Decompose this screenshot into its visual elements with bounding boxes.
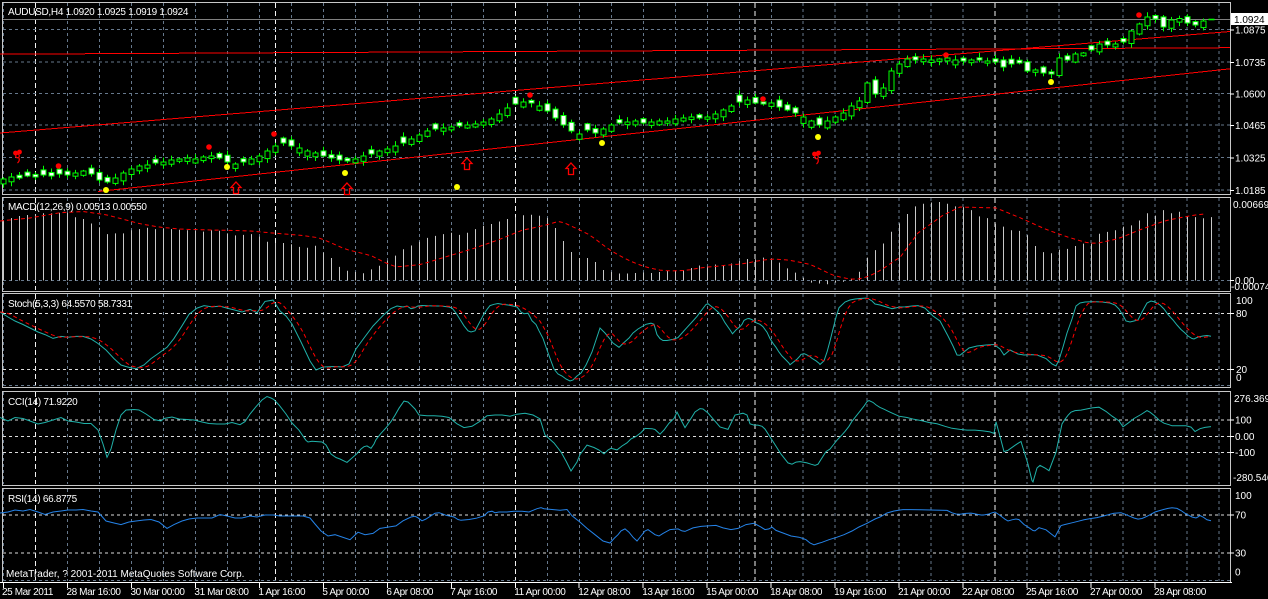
svg-text:1 Apr 16:00: 1 Apr 16:00 [258,587,306,598]
svg-text:100: 100 [1235,416,1252,427]
svg-text:1.0185: 1.0185 [1235,186,1266,197]
svg-text:30 Mar 00:00: 30 Mar 00:00 [130,587,185,598]
svg-text:70: 70 [1235,511,1247,522]
svg-text:1.0600: 1.0600 [1235,90,1266,101]
svg-text:MACD(12,26,9) 0.00513 0.00550: MACD(12,26,9) 0.00513 0.00550 [8,202,147,213]
svg-text:AUDUSD,H4 1.0920 1.0925 1.091: AUDUSD,H4 1.0920 1.0925 1.0919 1.0924 [8,7,189,18]
svg-text:25 Apr 16:00: 25 Apr 16:00 [1026,587,1079,598]
svg-text:276.369: 276.369 [1234,394,1268,405]
svg-text:100: 100 [1235,491,1252,502]
svg-text:11 Apr 00:00: 11 Apr 00:00 [514,587,566,598]
svg-text:31 Mar 08:00: 31 Mar 08:00 [194,587,249,598]
svg-text:12 Apr 08:00: 12 Apr 08:00 [578,587,631,598]
svg-text:1.0875: 1.0875 [1235,26,1266,37]
svg-text:-0.00074: -0.00074 [1231,282,1268,293]
svg-text:22 Apr 08:00: 22 Apr 08:00 [962,587,1015,598]
svg-text:-100: -100 [1235,448,1255,459]
svg-text:0.00: 0.00 [1235,432,1255,443]
svg-text:100: 100 [1236,296,1253,307]
svg-text:6 Apr 08:00: 6 Apr 08:00 [386,587,434,598]
svg-text:RSI(14) 66.8775: RSI(14) 66.8775 [8,494,78,505]
svg-text:13 Apr 16:00: 13 Apr 16:00 [642,587,695,598]
svg-text:CCI(14) 71.9220: CCI(14) 71.9220 [8,397,78,408]
svg-text:5 Apr 00:00: 5 Apr 00:00 [322,587,370,598]
svg-text:1.0325: 1.0325 [1235,154,1266,165]
svg-text:-280.546: -280.546 [1233,473,1268,484]
svg-text:Stoch(5,3,3) 64.5570 58.7331: Stoch(5,3,3) 64.5570 58.7331 [8,299,133,310]
svg-text:0: 0 [1235,568,1241,579]
svg-text:15 Apr 00:00: 15 Apr 00:00 [706,587,759,598]
svg-text:1.0735: 1.0735 [1235,58,1266,69]
svg-text:20: 20 [1236,365,1248,376]
svg-text:18 Apr 08:00: 18 Apr 08:00 [770,587,823,598]
svg-text:0: 0 [1236,373,1242,384]
svg-text:28 Mar 16:00: 28 Mar 16:00 [66,587,121,598]
svg-text:7 Apr 16:00: 7 Apr 16:00 [450,587,498,598]
svg-text:19 Apr 16:00: 19 Apr 16:00 [834,587,887,598]
svg-text:21 Apr 00:00: 21 Apr 00:00 [898,587,951,598]
svg-text:0.00669: 0.00669 [1233,200,1268,211]
svg-text:0.00: 0.00 [1235,276,1255,287]
svg-text:MetaTrader, ? 2001-2011 MetaQu: MetaTrader, ? 2001-2011 MetaQuotes Softw… [6,569,244,580]
svg-text:1.0924: 1.0924 [1234,15,1265,26]
svg-text:80: 80 [1236,309,1248,320]
svg-text:1.0465: 1.0465 [1235,121,1266,132]
svg-text:30: 30 [1235,549,1247,560]
svg-text:27 Apr 00:00: 27 Apr 00:00 [1090,587,1143,598]
svg-text:28 Apr 08:00: 28 Apr 08:00 [1154,587,1207,598]
svg-text:25 Mar 2011: 25 Mar 2011 [2,587,54,598]
